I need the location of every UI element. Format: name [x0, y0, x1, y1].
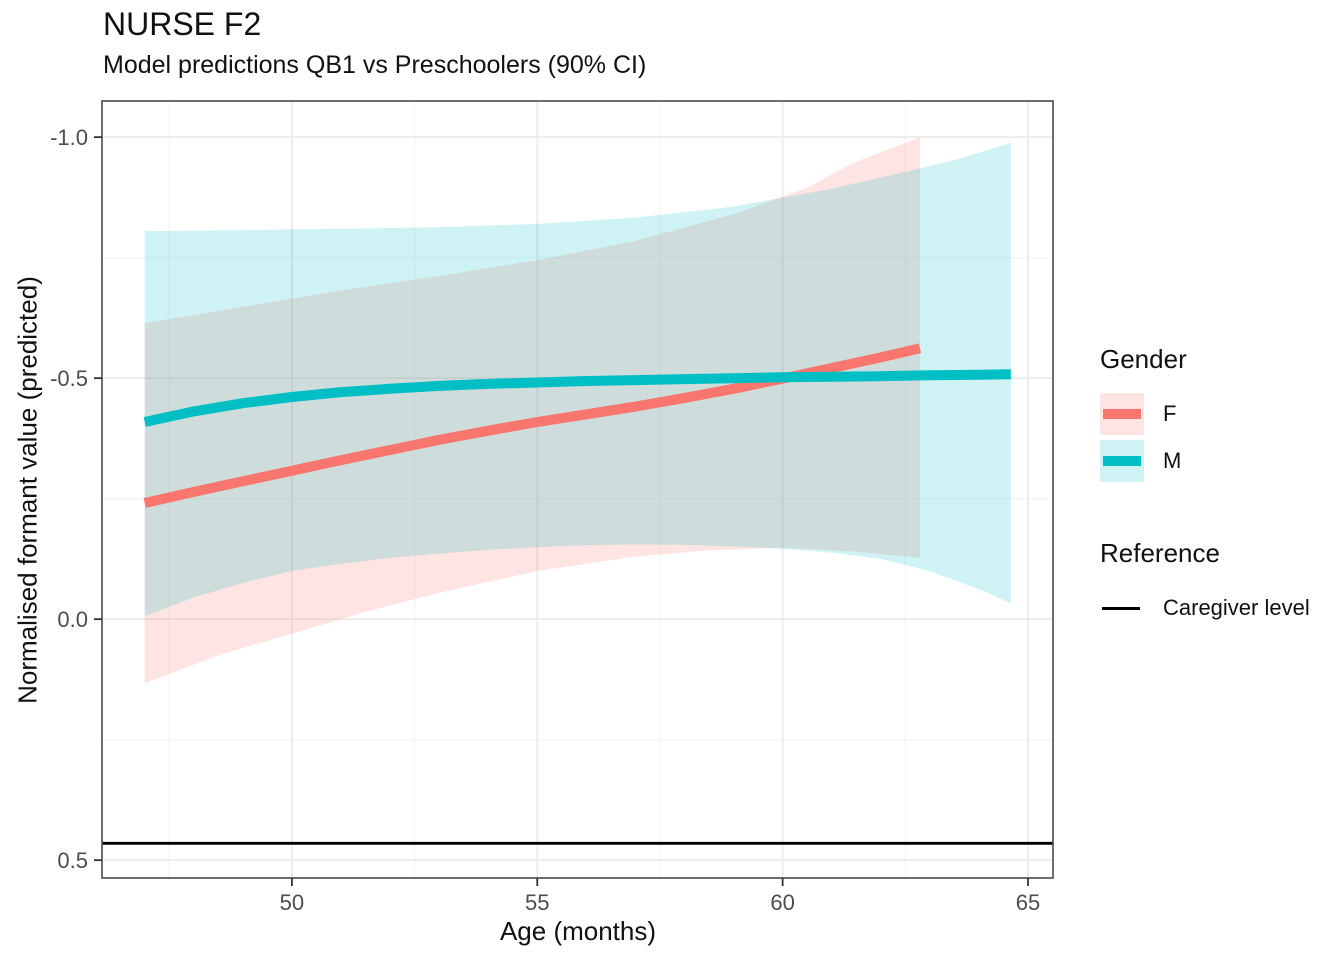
- x-tick-label: 65: [1016, 890, 1040, 915]
- legend-item-f: F: [1100, 393, 1310, 435]
- x-axis-title: Age (months): [499, 916, 657, 946]
- legend-item-m: M: [1100, 440, 1310, 482]
- y-tick-label: 0.0: [57, 607, 88, 632]
- y-tick-label: -1.0: [50, 125, 88, 150]
- line-m: [143, 369, 1011, 427]
- legend-reference-title: Reference: [1100, 538, 1220, 568]
- legend-item-reference: Caregiver level: [1100, 595, 1310, 621]
- panel-border: [101, 100, 1054, 879]
- legend: Gender F M Reference Caregiver level: [1100, 344, 1310, 626]
- legend-line-m-icon: [1103, 456, 1141, 466]
- y-tick-label: -0.5: [50, 366, 88, 391]
- legend-reference-label: Caregiver level: [1163, 595, 1310, 620]
- x-tick-label: 50: [280, 890, 304, 915]
- legend-label-f: F: [1163, 401, 1177, 426]
- y-tick-label: 0.5: [57, 848, 88, 873]
- legend-label-m: M: [1163, 448, 1182, 473]
- x-tick-label: 60: [770, 890, 794, 915]
- plot-subtitle: Model predictions QB1 vs Preschoolers (9…: [103, 51, 647, 79]
- legend-reference-line-icon: [1102, 607, 1140, 610]
- y-axis-title: Normalised formant value (predicted): [12, 276, 43, 704]
- plot-title: NURSE F2: [103, 6, 262, 42]
- x-tick-label: 55: [525, 890, 549, 915]
- legend-swatch-m: [1100, 440, 1144, 482]
- legend-gender-title: Gender: [1100, 344, 1187, 374]
- legend-swatch-f: [1100, 393, 1144, 435]
- legend-line-f-icon: [1103, 409, 1141, 419]
- ribbon-f: [144, 137, 920, 684]
- legend-reference-swatch: [1100, 595, 1144, 621]
